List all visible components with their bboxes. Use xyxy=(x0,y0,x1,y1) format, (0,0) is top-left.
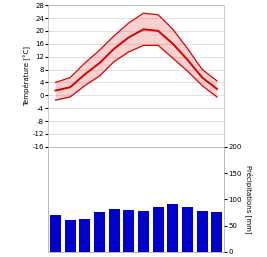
Y-axis label: Précipitations [mm]: Précipitations [mm] xyxy=(245,165,253,234)
Bar xyxy=(65,220,76,252)
Bar xyxy=(138,211,149,252)
Bar xyxy=(79,219,90,252)
Bar xyxy=(197,211,208,252)
Bar xyxy=(50,215,61,252)
Bar xyxy=(182,207,193,252)
Bar xyxy=(167,204,178,252)
Bar xyxy=(123,210,134,252)
Bar xyxy=(153,207,164,252)
Bar xyxy=(94,213,105,252)
Y-axis label: Température [°C]: Température [°C] xyxy=(22,46,30,106)
Bar xyxy=(109,209,120,252)
Bar xyxy=(211,213,222,252)
